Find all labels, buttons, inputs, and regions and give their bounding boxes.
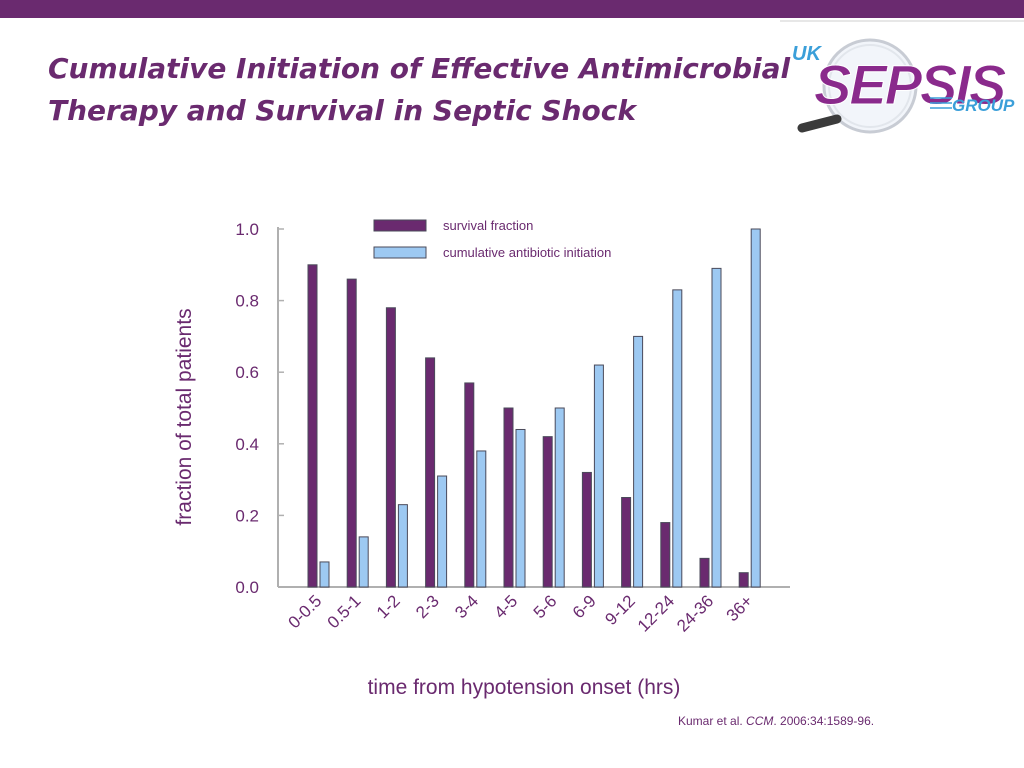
survival-bar [738,572,749,588]
legend-label: survival fraction [443,218,533,233]
initiation-bar [515,428,526,588]
citation-authors: Kumar et al. [678,714,747,728]
x-tick-label: 2-3 [412,591,443,622]
slide-title: Cumulative Initiation of Effective Antim… [48,48,791,132]
y-axis-label: fraction of total patients [173,308,196,525]
survival-bar [385,307,396,588]
y-tick-label: 1.0 [235,220,259,239]
initiation-bar [476,450,487,588]
y-tick-label: 0.6 [235,363,259,382]
survival-bar [464,382,475,588]
initiation-bar [397,504,408,588]
survival-bar [699,557,710,588]
x-tick-label: 6-9 [569,591,600,622]
top-accent-bar [0,0,1024,18]
uk-sepsis-group-logo: UK SEPSIS GROUP [780,20,1024,134]
survival-bar [425,357,436,588]
x-tick-label: 36+ [723,591,757,625]
citation: Kumar et al. CCM. 2006:34:1589-96. [678,714,874,728]
legend-swatch [373,246,427,259]
survival-bar [307,264,318,588]
survival-bar [503,407,514,588]
logo-suffix: GROUP [952,96,1015,115]
survival-bar [621,497,632,588]
y-tick-label: 0.2 [235,506,259,525]
logo-prefix: UK [792,43,822,65]
x-tick-label: 5-6 [530,591,561,622]
y-tick-label: 0.4 [235,435,259,454]
slide-title-line-2: Therapy and Survival in Septic Shock [48,94,636,127]
magnifying-glass-icon [797,38,918,134]
initiation-bar [711,267,722,588]
x-tick-label: 9-12 [601,591,638,628]
legend-label: cumulative antibiotic initiation [443,245,611,260]
x-tick-label: 12-24 [634,591,678,635]
logo-word: SEPSIS [814,53,1006,116]
x-axis-label: time from hypotension onset (hrs) [368,676,681,699]
initiation-bar [750,228,761,588]
initiation-bar [319,561,330,588]
initiation-bar [358,536,369,588]
survival-bar [660,522,671,588]
x-tick-label: 24-36 [673,591,717,635]
x-tick-label: 0.5-1 [324,591,365,632]
x-tick-label: 1-2 [373,591,404,622]
x-tick-label: 0-0.5 [284,591,325,632]
survival-bar [542,436,553,588]
citation-details: . 2006:34:1589-96. [773,714,875,728]
y-tick-label: 0.8 [235,292,259,311]
citation-journal: CCM [746,714,774,728]
initiation-bar [554,407,565,588]
slide-title-line-1: Cumulative Initiation of Effective Antim… [48,52,791,85]
x-tick-label: 4-5 [491,591,522,622]
initiation-bar [593,364,604,588]
initiation-bar [672,289,683,588]
y-tick-label: 0.0 [235,578,259,597]
logo-speed-lines [930,97,952,109]
x-tick-label: 3-4 [451,591,482,622]
initiation-bar [437,475,448,588]
legend-swatch [373,219,427,232]
survival-bar [581,471,592,588]
survival-bar [346,278,357,588]
initiation-bar [633,335,644,588]
